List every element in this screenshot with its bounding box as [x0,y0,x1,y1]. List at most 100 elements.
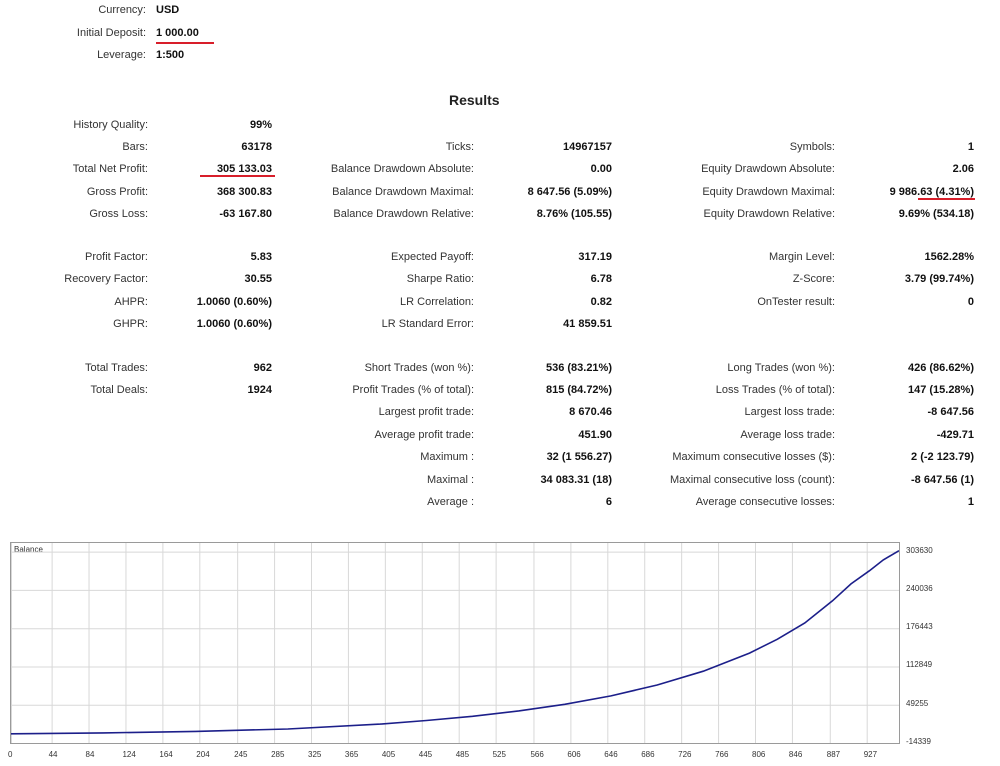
deposit-underline [156,42,214,44]
col3-value-3: 9.69% (534.18) [898,208,974,220]
col3-value-6: 0 [967,296,974,308]
col3-label-13: Average consecutive losses: [695,496,835,508]
col3-label-10: Average loss trade: [740,429,835,441]
col1-value-2: 305 133.03 [216,163,272,175]
col2-label-5: Sharpe Ratio: [406,273,474,285]
col2-label-11: Average profit trade: [374,429,474,441]
x-tick-label: 726 [678,750,692,759]
col1-label-10: Total Deals: [90,384,148,396]
col2-label-1: Balance Drawdown Absolute: [330,163,474,175]
col2-value-9: 815 (84.72%) [545,384,612,396]
y-tick-label: 176443 [906,622,933,632]
equity-dd-underline [918,198,975,200]
col3-value-5: 3.79 (99.74%) [904,273,974,285]
x-tick-label: 485 [455,750,470,759]
col3-label-6: OnTester result: [757,296,835,308]
initial-deposit-label: Initial Deposit: [76,27,146,39]
col2-label-0: Ticks: [445,141,474,153]
x-tick-label: 525 [492,750,506,759]
col3-value-9: -8 647.56 [927,406,974,418]
x-tick-label: 84 [85,750,95,759]
x-tick-label: 566 [530,750,544,759]
x-tick-label: 405 [381,750,396,759]
col2-label-10: Largest profit trade: [378,406,474,418]
balance-chart: Balance [10,542,900,744]
col2-value-6: 0.82 [590,296,612,308]
col1-label-2: Total Net Profit: [72,163,148,175]
col1-value-1: 63178 [241,141,272,153]
col1-value-0: 99% [249,119,272,131]
col2-value-14: 6 [605,496,612,508]
col3-value-1: 2.06 [952,163,974,175]
col3-label-8: Loss Trades (% of total): [715,384,835,396]
results-title: Results [449,92,500,108]
col1-value-7: 1.0060 (0.60%) [196,296,272,308]
col3-label-11: Maximum consecutive losses ($): [672,451,835,463]
x-tick-label: 806 [752,750,766,759]
x-tick-label: 606 [567,750,581,759]
col3-label-7: Long Trades (won %): [727,362,835,374]
y-tick-label: 112849 [906,660,933,670]
col2-label-8: Short Trades (won %): [364,362,474,374]
col1-value-8: 1.0060 (0.60%) [196,318,272,330]
col2-label-13: Maximal : [426,474,474,486]
x-tick-label: 204 [196,750,210,759]
x-tick-label: 766 [715,750,729,759]
col2-label-3: Balance Drawdown Relative: [333,208,474,220]
col3-value-10: -429.71 [936,429,974,441]
x-tick-label: 44 [48,750,58,759]
col3-value-11: 2 (-2 123.79) [911,451,974,463]
leverage-label: Leverage: [97,49,146,61]
x-tick-label: 285 [271,750,285,759]
col3-value-12: -8 647.56 (1) [911,474,974,486]
col1-label-3: Gross Profit: [86,186,148,198]
col2-value-12: 32 (1 556.27) [546,451,612,463]
chart-title: Balance [14,545,43,554]
col2-value-2: 8 647.56 (5.09%) [527,186,612,198]
col3-value-13: 1 [967,496,974,508]
y-tick-label: 49255 [906,698,929,708]
x-tick-label: 124 [122,750,136,759]
col2-label-7: LR Standard Error: [381,318,474,330]
col1-label-4: Gross Loss: [89,208,148,220]
col2-value-11: 451.90 [578,429,612,441]
y-tick-label: 240036 [906,583,933,593]
col1-value-9: 962 [253,362,272,374]
col1-label-7: AHPR: [114,296,148,308]
col2-value-0: 14967157 [563,141,612,153]
col2-value-13: 34 083.31 (18) [540,474,612,486]
col2-value-4: 317.19 [578,251,612,263]
currency-label: Currency: [98,4,146,16]
balance-chart-plot [11,543,899,743]
currency-value: USD [156,4,180,16]
col3-value-4: 1562.28% [924,251,974,263]
col2-label-6: LR Correlation: [400,296,474,308]
x-tick-label: 365 [344,750,359,759]
col3-label-3: Equity Drawdown Relative: [703,208,835,220]
col1-value-3: 368 300.83 [216,186,272,198]
col1-label-8: GHPR: [113,318,148,330]
x-tick-label: 686 [641,750,655,759]
initial-deposit-value: 1 000.00 [156,27,199,39]
col2-value-7: 41 859.51 [563,318,612,330]
y-tick-label: 303630 [906,545,933,555]
x-tick-label: 445 [418,750,433,759]
balance-series-line [11,550,899,735]
col3-label-9: Largest loss trade: [744,406,836,418]
col1-label-0: History Quality: [73,119,148,131]
col1-value-5: 5.83 [250,251,272,263]
col2-value-1: 0.00 [590,163,612,175]
y-tick-label: -14339 [906,737,931,746]
col3-label-12: Maximal consecutive loss (count): [669,474,835,486]
col3-value-0: 1 [967,141,974,153]
net-profit-underline [200,175,275,177]
col1-label-1: Bars: [122,141,148,153]
leverage-value: 1:500 [156,49,185,61]
col2-label-14: Average : [427,496,474,508]
x-tick-label: 646 [604,750,618,759]
col2-value-8: 536 (83.21%) [545,362,612,374]
col2-value-10: 8 670.46 [569,406,612,418]
col2-label-9: Profit Trades (% of total): [352,384,474,396]
col2-label-12: Maximum : [420,451,474,463]
col2-label-2: Balance Drawdown Maximal: [332,186,474,198]
